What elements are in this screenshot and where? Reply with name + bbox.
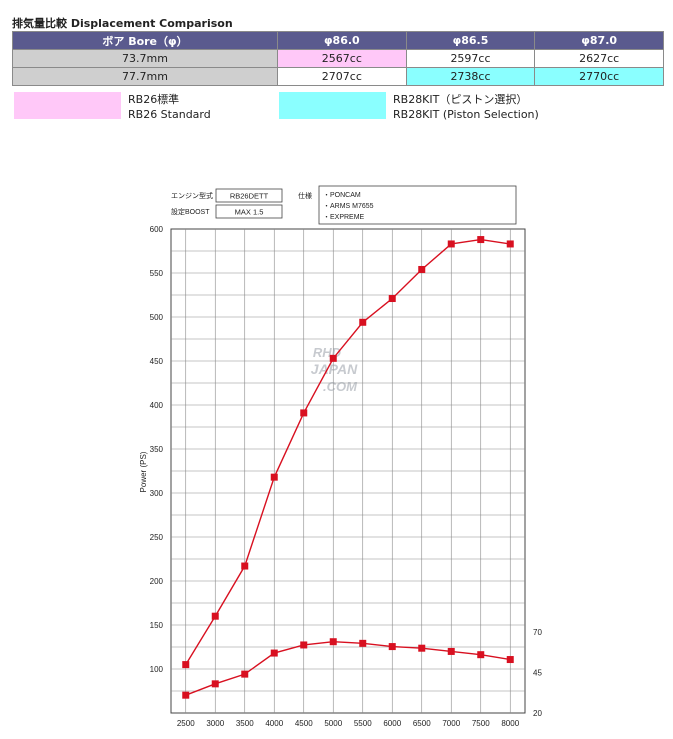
data-point [182,691,190,699]
data-point [241,670,249,678]
y2-tick-label: 70 [533,628,542,637]
y-tick-label: 150 [150,621,164,630]
data-point [447,240,455,248]
legend-rb26: RB26標準 RB26 Standard [128,92,211,122]
legend-rb28-line2: RB28KIT (Piston Selection) [393,108,539,121]
x-tick-label: 4000 [265,719,283,728]
header-bore: ボア Bore（φ） [12,31,278,50]
table-cell: 2770cc [534,67,664,86]
legend-rb28-line1: RB28KIT（ピストン選択） [393,93,528,106]
chart-series [182,236,514,699]
page-title: 排気量比較 Displacement Comparison [12,17,233,30]
spec-boost-value: MAX 1.5 [235,208,264,217]
spec-part: ・PONCAM [323,192,361,199]
data-point [270,649,278,657]
data-point [270,473,278,481]
spec-parts-box [318,185,517,225]
displacement-table: ボア Bore（φ） φ86.0 φ86.5 φ87.0 73.7mm 2567… [12,31,664,86]
data-point [359,639,367,647]
y-tick-label: 600 [150,225,164,234]
data-point [211,612,219,620]
watermark-logo: RHD JAPAN .COM [311,345,358,394]
data-point [506,656,514,664]
y-tick-label: 400 [150,401,164,410]
header-bore-860: φ86.0 [277,31,407,50]
table-cell: 2597cc [405,49,536,68]
table-row: 73.7mm 2567cc 2597cc 2627cc [12,49,664,68]
data-point [329,354,337,362]
y-tick-label: 350 [150,445,164,454]
series-line-1 [185,238,511,665]
header-bore-870: φ87.0 [534,31,664,50]
x-tick-label: 4500 [295,719,313,728]
x-tick-label: 7500 [472,719,490,728]
spec-engine-label: エンジン型式 [171,191,213,200]
table-header-row: ボア Bore（φ） φ86.0 φ86.5 φ87.0 [12,31,664,50]
x-tick-label: 5000 [324,719,342,728]
data-point [211,680,219,688]
data-point [329,638,337,646]
series-line-2 [185,641,511,696]
spec-boost-label: 設定BOOST [171,207,210,216]
legend-rb28: RB28KIT（ピストン選択） RB28KIT (Piston Selectio… [393,92,539,122]
row-stroke: 73.7mm [12,49,278,68]
data-point [477,236,485,244]
legend-rb26-line1: RB26標準 [128,93,180,106]
data-point [418,265,426,273]
watermark-line2: JAPAN [311,361,358,377]
spec-engine-value: RB26DETT [230,192,269,201]
x-tick-label: 7000 [442,719,460,728]
table-cell: 2738cc [405,67,536,86]
data-point [359,318,367,326]
y-tick-label: 300 [150,489,164,498]
table-cell: 2567cc [277,49,407,68]
data-point [418,644,426,652]
x-tick-label: 6500 [413,719,431,728]
data-point [388,295,396,303]
chart-grid [170,228,526,714]
legend-swatch-rb26 [14,92,121,119]
spec-part: ・ARMS M7655 [323,203,374,210]
data-point [300,641,308,649]
data-point [477,651,485,659]
y-tick-label: 500 [150,313,164,322]
table-row: 77.7mm 2707cc 2738cc 2770cc [12,67,664,86]
watermark-line3: .COM [323,379,358,394]
x-tick-label: 2500 [177,719,195,728]
y-axis-label: Power (PS) [139,451,148,492]
data-point [241,562,249,570]
data-point [182,661,190,669]
y-tick-label: 200 [150,577,164,586]
chart-ticks: 100 150 200 250 300 350 400 450 500 550 600 20 45 70 2… [150,225,543,728]
data-point [300,409,308,417]
data-point [388,643,396,651]
y2-tick-label: 45 [533,669,542,678]
header-bore-865: φ86.5 [405,31,536,50]
spec-engine-box [215,188,283,203]
x-tick-label: 5500 [354,719,372,728]
x-tick-label: 6000 [383,719,401,728]
x-tick-label: 8000 [501,719,519,728]
spec-boost-box [215,204,283,219]
x-tick-label: 3000 [206,719,224,728]
spec-parts-label: 仕様 [298,191,312,200]
y-tick-label: 100 [150,665,164,674]
table-cell: 2707cc [277,67,407,86]
data-point [447,647,455,655]
spec-part: ・EXPREME [323,214,365,221]
legend-swatch-rb28 [279,92,386,119]
y-tick-label: 250 [150,533,164,542]
row-stroke: 77.7mm [12,67,278,86]
y2-tick-label: 20 [533,709,542,718]
y-tick-label: 550 [150,269,164,278]
x-tick-label: 3500 [236,719,254,728]
y-tick-label: 450 [150,357,164,366]
legend-rb26-line2: RB26 Standard [128,108,211,121]
data-point [506,240,514,248]
